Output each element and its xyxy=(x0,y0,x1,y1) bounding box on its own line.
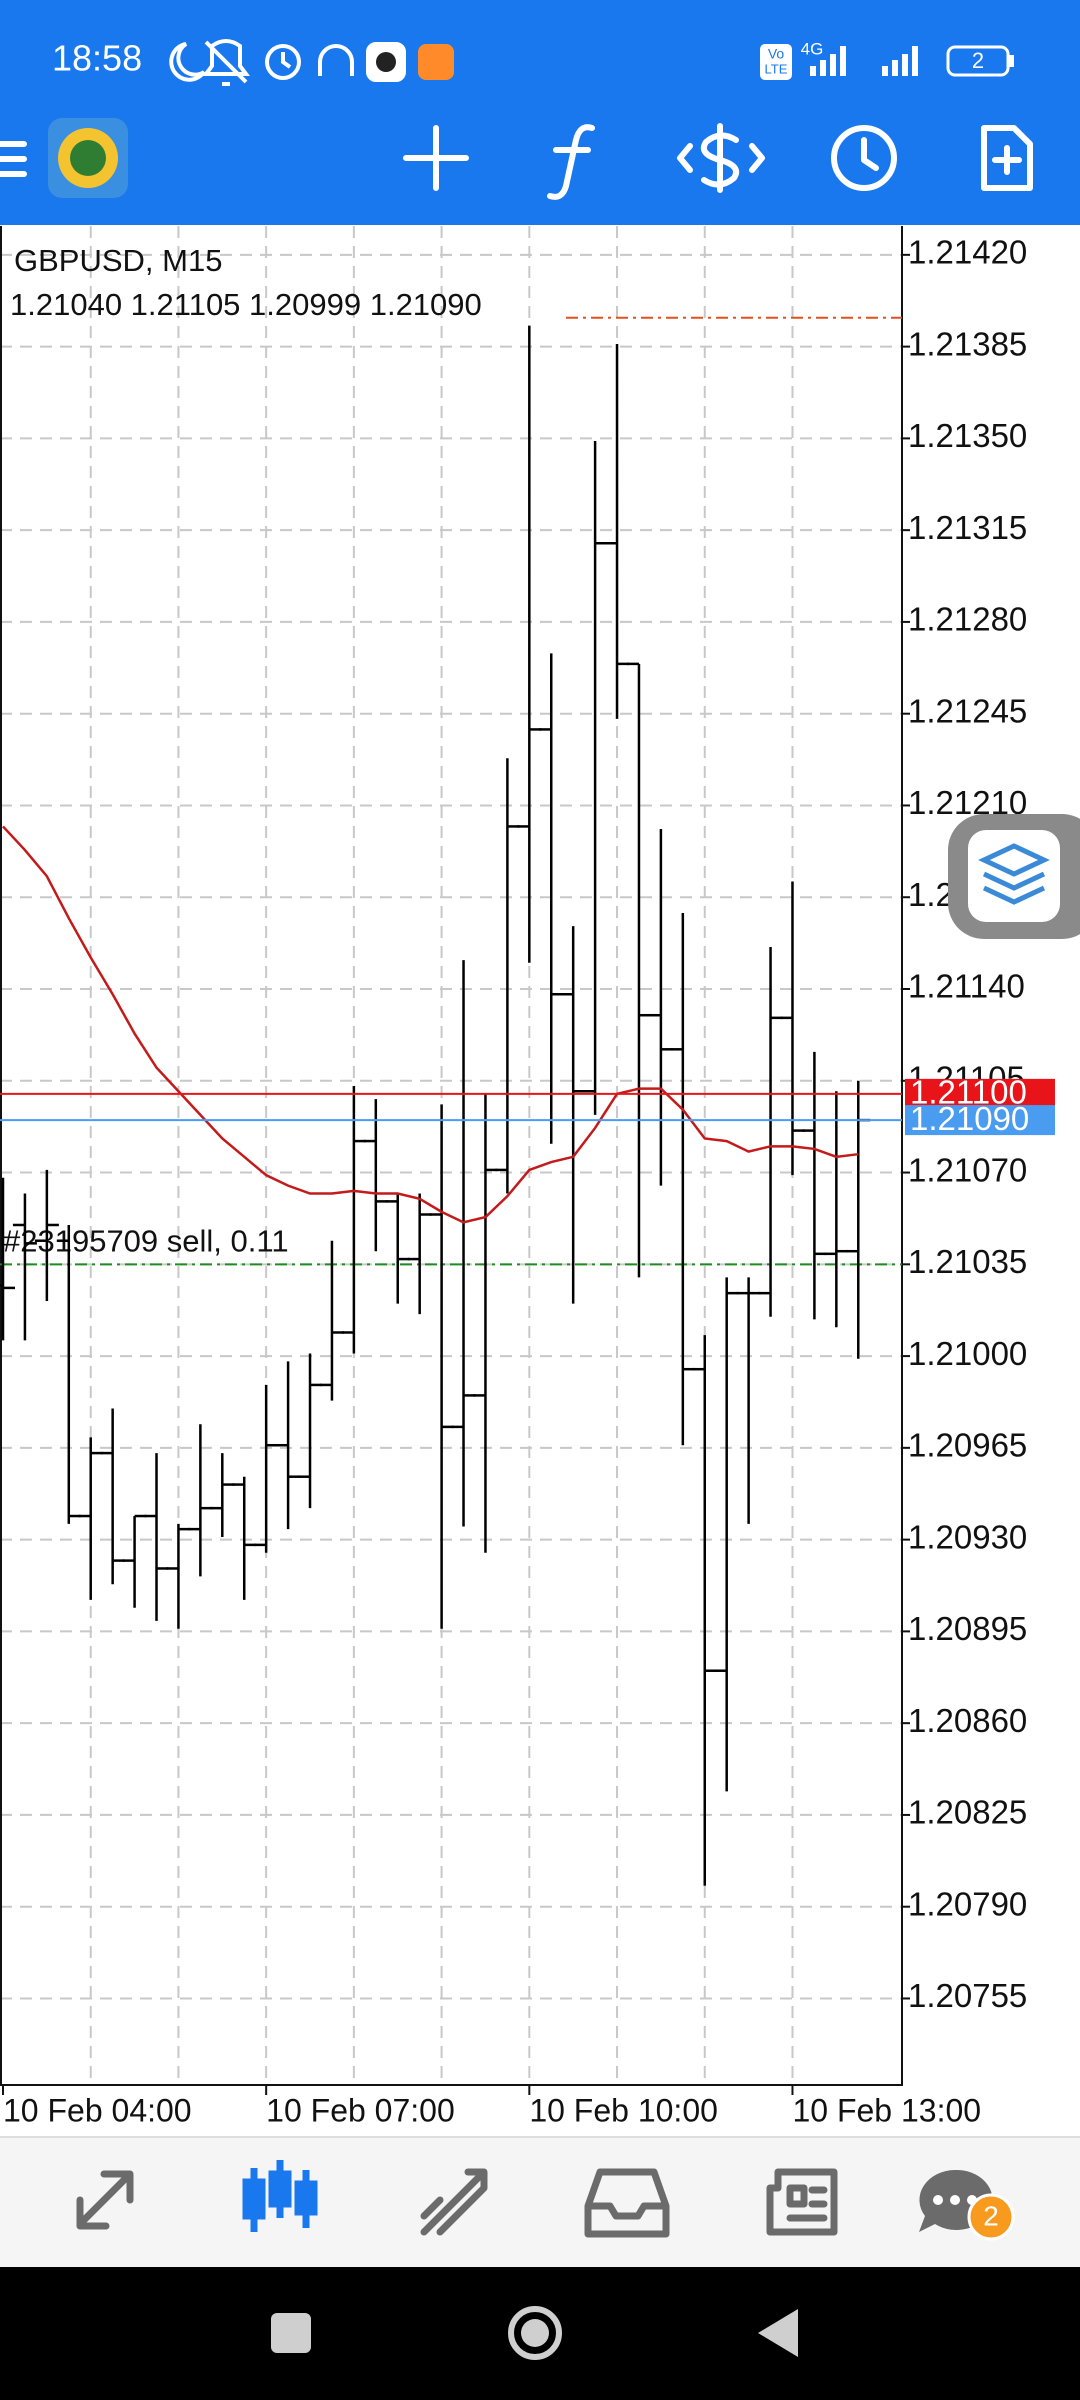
signal xyxy=(810,46,918,76)
history-button[interactable] xyxy=(831,125,897,191)
status-time: 18:58 xyxy=(52,38,142,79)
plot-frame xyxy=(0,226,903,2086)
new-order-button[interactable] xyxy=(981,125,1033,191)
nav-back[interactable] xyxy=(758,2309,798,2357)
y-tick-label: 1.21280 xyxy=(908,601,1027,638)
y-tick-label: 1.21000 xyxy=(908,1335,1027,1372)
y-tick-label: 1.20965 xyxy=(908,1427,1027,1464)
bid-tag-label: 1.21090 xyxy=(910,1100,1029,1137)
y-tick-label: 1.20860 xyxy=(908,1702,1027,1739)
ask-tag xyxy=(905,1078,1055,1109)
tab-trade[interactable] xyxy=(420,2168,488,2236)
menu-button[interactable] xyxy=(0,141,27,177)
tab-chart[interactable] xyxy=(242,2160,318,2232)
app-logo[interactable] xyxy=(48,118,128,198)
tab-bar xyxy=(0,2137,1080,2267)
volte-box xyxy=(760,44,792,80)
tab-chat[interactable] xyxy=(919,2169,1015,2241)
y-tick-label: 1.20755 xyxy=(908,1977,1027,2014)
chat-badge: 2 xyxy=(983,2200,999,2231)
moving-average xyxy=(2,825,859,1224)
y-tick-label: 1.21420 xyxy=(908,234,1027,271)
network-type: 4G xyxy=(801,39,824,58)
bid-tag xyxy=(905,1105,1055,1136)
y-tick-label: 1.21315 xyxy=(908,509,1027,546)
x-tick-label: 10 Feb 10:00 xyxy=(529,2092,718,2128)
y-tick-label: 1.21035 xyxy=(908,1243,1027,1280)
chart-title: GBPUSD, M15 xyxy=(14,243,222,278)
nav-home[interactable] xyxy=(508,2306,562,2360)
battery-tip xyxy=(1009,55,1014,67)
volte-bottom: LTE xyxy=(765,61,788,76)
nav-recents[interactable] xyxy=(271,2313,311,2353)
plot: 1.21420 1.21385 1.21350 1.21315 1.21280 1.212… xyxy=(0,226,1055,2128)
x-tick-label: 10 Feb 07:00 xyxy=(266,2092,455,2128)
y-tick-label: 1.20930 xyxy=(908,1518,1027,1555)
volte-top: Vo xyxy=(768,46,785,62)
y-tick-label: 1.21385 xyxy=(908,325,1027,362)
chart-area[interactable] xyxy=(0,225,1080,2137)
app-bar xyxy=(0,0,1080,225)
x-tick-label: 10 Feb 13:00 xyxy=(792,2092,981,2128)
y-tick-label: 1.20790 xyxy=(908,1885,1027,1922)
y-tick-label: 1.21245 xyxy=(908,692,1027,729)
trade-button[interactable] xyxy=(677,123,765,193)
x-tick-label: 10 Feb 04:00 xyxy=(3,2092,192,2128)
tab-quotes[interactable] xyxy=(76,2170,134,2230)
indicators-button[interactable] xyxy=(547,124,595,200)
tab-news[interactable] xyxy=(766,2168,838,2236)
y-tick-label: 1.21070 xyxy=(908,1151,1027,1188)
y-tick-label: 1.21140 xyxy=(908,968,1025,1005)
floating-button[interactable] xyxy=(948,814,1080,939)
ask-tag-label: 1.21100 xyxy=(910,1074,1027,1111)
battery xyxy=(946,45,1010,77)
y-tick-label: 1.21350 xyxy=(908,417,1027,454)
status-icons xyxy=(169,39,454,86)
info-line: 1.21040 1.21105 1.20999 1.21090 xyxy=(10,287,482,322)
y-tick-label: 1.20825 xyxy=(908,1794,1027,1831)
crosshair-button[interactable] xyxy=(403,125,469,191)
battery-level: 2 xyxy=(972,48,984,73)
tab-history[interactable] xyxy=(584,2168,670,2238)
order-label: #23195709 sell, 0.11 xyxy=(3,1224,289,1259)
y-tick-label: 1.20895 xyxy=(908,1610,1027,1647)
